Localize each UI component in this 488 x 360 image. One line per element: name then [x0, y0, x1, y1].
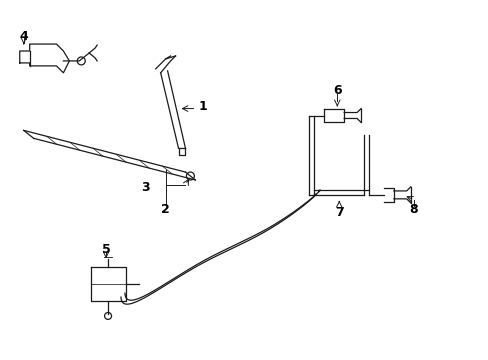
Text: 7: 7 — [334, 206, 343, 219]
Text: 4: 4 — [20, 30, 28, 42]
Text: 1: 1 — [198, 100, 207, 113]
Text: 2: 2 — [161, 203, 170, 216]
Text: 3: 3 — [141, 181, 150, 194]
Text: 5: 5 — [102, 243, 110, 256]
Text: 6: 6 — [332, 84, 341, 97]
Text: 8: 8 — [408, 203, 417, 216]
